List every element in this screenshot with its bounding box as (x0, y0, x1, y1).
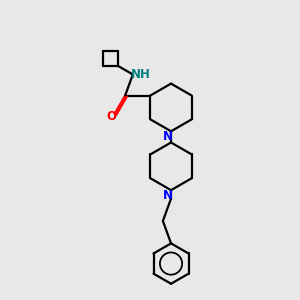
Text: N: N (163, 189, 173, 202)
Text: O: O (106, 110, 116, 123)
Text: NH: NH (131, 68, 151, 81)
Text: N: N (163, 130, 173, 143)
